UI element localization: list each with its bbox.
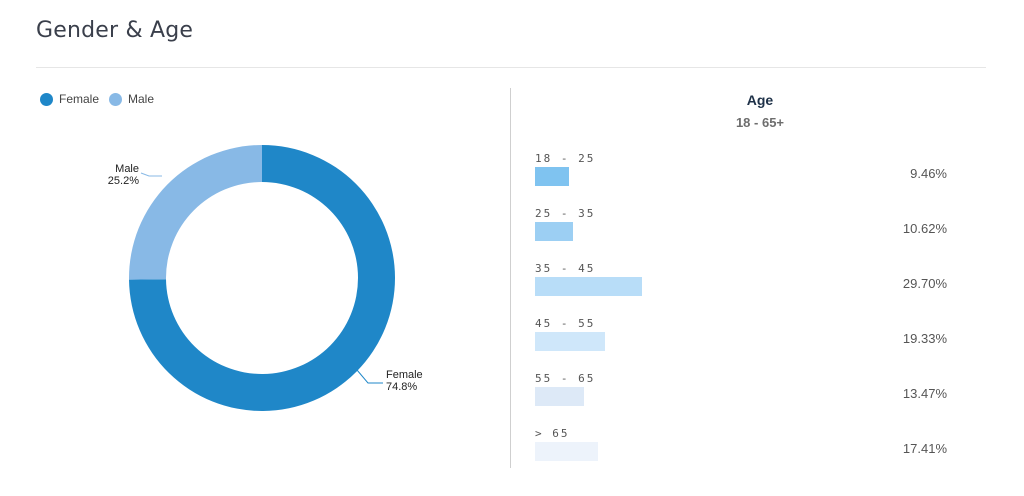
- age-row-label: 25 - 35: [535, 207, 596, 220]
- chart-legend: Female Male: [40, 92, 164, 106]
- age-bar[interactable]: [535, 387, 584, 406]
- age-bar[interactable]: [535, 222, 574, 241]
- age-row-percent: 29.70%: [902, 276, 947, 291]
- slice-label-name-female: Female: [386, 369, 423, 381]
- age-bar[interactable]: [535, 167, 570, 186]
- legend-swatch-female: [40, 92, 53, 106]
- age-row-percent: 17.41%: [902, 441, 947, 456]
- age-bar[interactable]: [535, 277, 642, 296]
- age-row-label: 18 - 25: [535, 152, 596, 165]
- legend-label-female: Female: [59, 92, 100, 106]
- age-row-label: 45 - 55: [535, 317, 596, 330]
- age-row: 25 - 35 10.62%: [535, 207, 955, 252]
- slice-label-value-male: 25.2%: [108, 175, 139, 187]
- age-bar[interactable]: [535, 442, 598, 461]
- page-title: Gender & Age: [36, 18, 194, 43]
- age-row-percent: 19.33%: [902, 331, 947, 346]
- age-row-label: > 65: [535, 427, 570, 440]
- title-divider: [36, 67, 986, 68]
- age-chart-subtitle: 18 - 65+: [735, 115, 785, 130]
- leader-line-female: [356, 369, 383, 384]
- legend-swatch-male: [109, 92, 123, 106]
- age-row: 55 - 65 13.47%: [535, 372, 955, 417]
- age-bar[interactable]: [535, 332, 605, 351]
- slice-label-value-female: 74.8%: [386, 381, 417, 393]
- age-row: 35 - 45 29.70%: [535, 262, 955, 307]
- legend-label-male: Male: [128, 92, 155, 106]
- panel-divider: [510, 88, 511, 468]
- age-row-label: 35 - 45: [535, 262, 596, 275]
- leader-line-male: [140, 172, 162, 177]
- age-row-percent: 9.46%: [910, 166, 947, 181]
- age-row-label: 55 - 65: [535, 372, 596, 385]
- age-row: 18 - 25 9.46%: [535, 152, 955, 197]
- legend-item-female[interactable]: Female: [40, 92, 99, 106]
- legend-item-male[interactable]: Male: [109, 92, 154, 106]
- donut-slice-male[interactable]: [129, 145, 262, 280]
- age-row: 45 - 55 19.33%: [535, 317, 955, 362]
- age-row-percent: 10.62%: [902, 221, 947, 236]
- age-row: > 65 17.41%: [535, 427, 955, 472]
- age-row-percent: 13.47%: [902, 386, 947, 401]
- slice-label-name-male: Male: [115, 163, 139, 175]
- age-chart-title: Age: [746, 92, 774, 108]
